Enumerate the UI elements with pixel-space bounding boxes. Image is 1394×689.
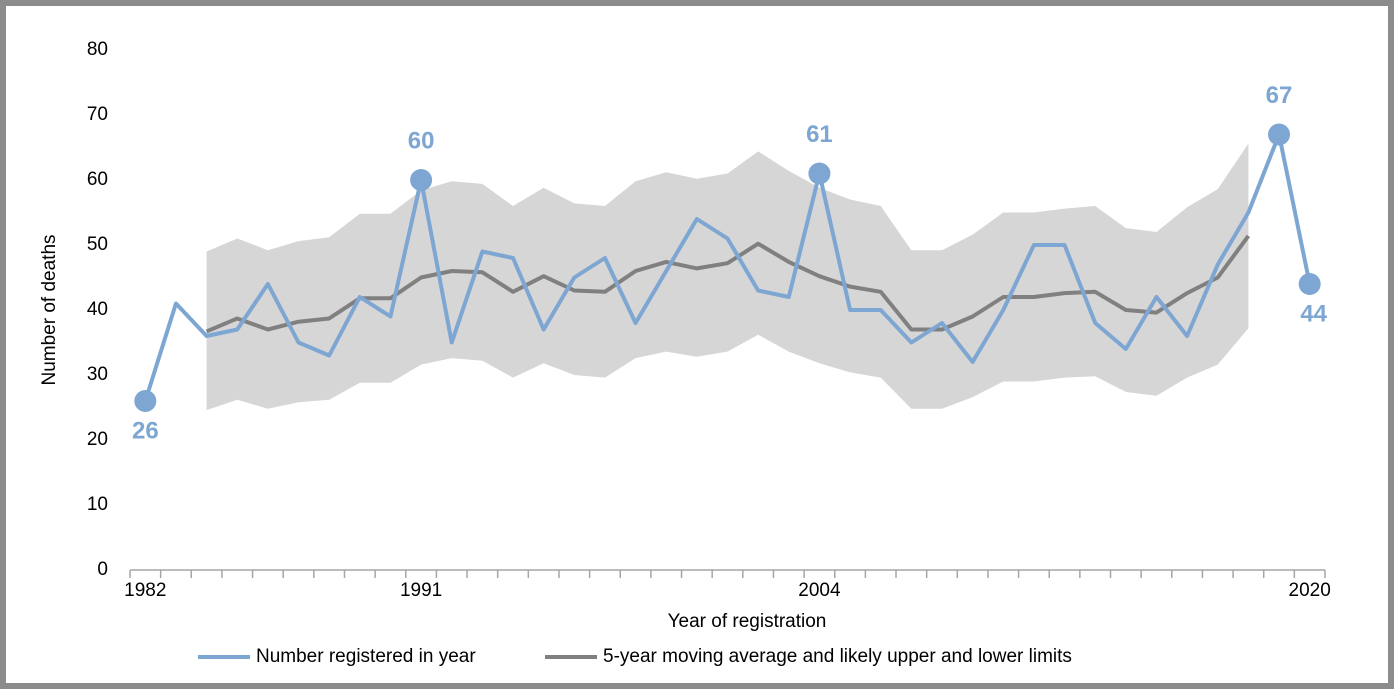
y-axis-title: Number of deaths bbox=[39, 234, 60, 385]
series-line bbox=[143, 132, 1312, 402]
data-label: 26 bbox=[132, 417, 159, 444]
legend-label: 5-year moving average and likely upper a… bbox=[603, 646, 1072, 667]
highlight-point bbox=[410, 169, 433, 191]
x-axis-title: Year of registration bbox=[668, 611, 827, 632]
highlight-point bbox=[808, 162, 831, 185]
y-tick-label: 30 bbox=[87, 364, 108, 385]
x-tick-label: 2004 bbox=[798, 580, 841, 601]
y-tick-label: 80 bbox=[87, 39, 108, 60]
y-tick-label: 70 bbox=[87, 104, 108, 125]
y-tick-label: 60 bbox=[87, 169, 108, 190]
highlight-point bbox=[134, 390, 157, 412]
data-label: 44 bbox=[1300, 300, 1327, 327]
y-tick-label: 10 bbox=[87, 494, 108, 515]
y-tick-label: 50 bbox=[87, 234, 108, 255]
x-tick-label: 1982 bbox=[124, 580, 166, 601]
data-label: 60 bbox=[408, 127, 435, 154]
x-tick-label: 2020 bbox=[1289, 580, 1331, 601]
legend-label: Number registered in year bbox=[256, 646, 476, 667]
x-tick-label: 1991 bbox=[400, 580, 442, 601]
data-label: 61 bbox=[806, 121, 833, 148]
series-line bbox=[205, 234, 1251, 334]
y-tick-label: 20 bbox=[87, 429, 108, 450]
highlight-point bbox=[1298, 273, 1321, 295]
y-tick-label: 40 bbox=[87, 299, 108, 320]
highlight-point bbox=[1268, 123, 1291, 146]
y-tick-label: 0 bbox=[97, 559, 108, 580]
data-label: 67 bbox=[1266, 82, 1293, 109]
limits-band bbox=[206, 143, 1249, 411]
